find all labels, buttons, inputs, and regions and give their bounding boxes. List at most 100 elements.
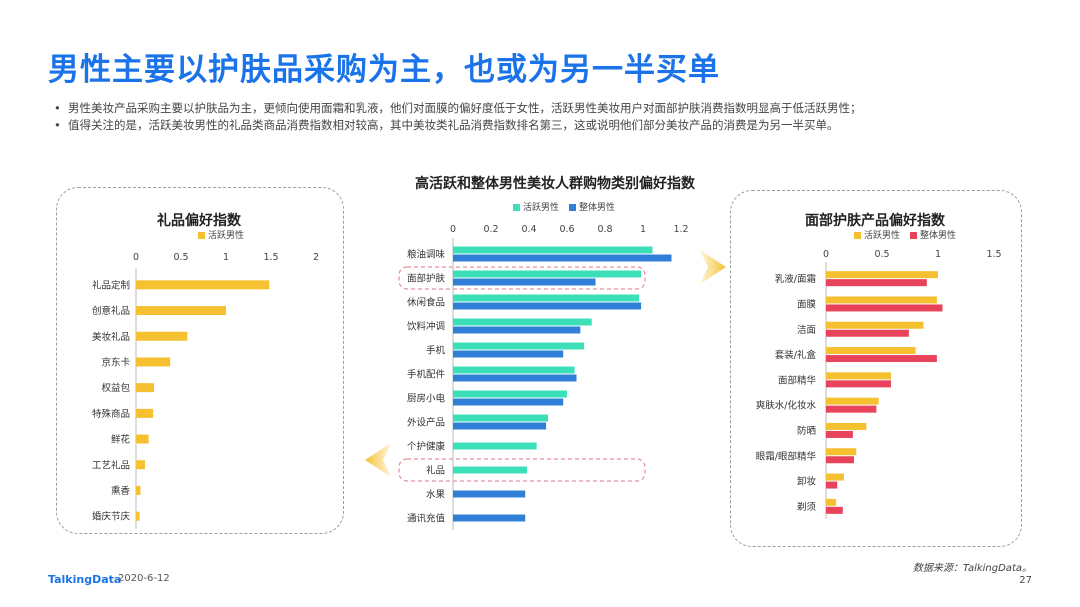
bar-整体男性	[453, 398, 564, 406]
slide-title: 男性主要以护肤品采购为主，也或为另一半买单	[48, 52, 720, 88]
bar-活跃男性	[826, 347, 916, 355]
bar-活跃男性	[826, 372, 891, 380]
bar-整体男性	[453, 514, 526, 522]
category-label: 乳液/面霜	[775, 273, 816, 285]
category-label: 个护健康	[407, 441, 446, 453]
legend-label: 活跃男性	[523, 201, 559, 213]
category-label: 通讯充值	[407, 513, 446, 525]
category-label: 熏香	[111, 485, 131, 497]
skincare-chart-title: 面部护肤产品偏好指数	[805, 213, 945, 229]
category-label: 特殊商品	[92, 408, 130, 420]
bar-活跃男性	[453, 270, 642, 278]
legend-swatch	[513, 204, 520, 211]
bar-活跃男性	[826, 448, 857, 456]
category-label: 礼品	[426, 465, 445, 477]
bar-活跃男性	[453, 366, 575, 374]
highlight-box	[398, 458, 646, 482]
category-label: 爽肤水/化妆水	[756, 400, 817, 412]
category-label: 套装/礼盒	[775, 349, 817, 361]
bar-整体男性	[826, 481, 838, 489]
bar-整体男性	[453, 490, 526, 498]
legend-label: 活跃男性	[208, 229, 244, 241]
category-label: 京东卡	[101, 356, 130, 368]
bar-整体男性	[826, 456, 854, 464]
category-chart: 活跃男性 整体男性 0 0.2 0.4 0.6 0.8 1 1.2 粮油调味面部护肤休闲食品饮料冲…	[398, 201, 689, 530]
bar-活跃男性	[136, 357, 171, 367]
x-tick-label: 0.5	[173, 252, 188, 263]
bar-活跃男性	[826, 271, 938, 279]
category-label: 厨房小电	[407, 393, 446, 405]
category-label: 面膜	[797, 299, 817, 310]
bar-活跃男性	[453, 342, 585, 350]
category-label: 剃须	[797, 501, 817, 513]
bar-活跃男性	[136, 383, 154, 393]
gift-chart: 活跃男性 0 0.5 1 1.5 2 礼品定制创意礼品美妆礼品京东卡权益包特殊商品鲜花工艺礼…	[92, 229, 319, 529]
category-label: 水果	[426, 489, 446, 501]
highlight-box	[398, 266, 646, 290]
x-tick-label: 1.5	[986, 249, 1001, 260]
category-label: 饮料冲调	[407, 321, 445, 333]
x-tick-label: 1	[935, 249, 941, 260]
legend-swatch	[198, 232, 205, 239]
legend-swatch	[910, 232, 917, 239]
x-tick-label: 0.4	[521, 224, 536, 235]
x-tick-label: 1	[640, 224, 646, 235]
bar-活跃男性	[453, 318, 592, 326]
skincare-panel	[730, 190, 1022, 547]
bar-整体男性	[453, 374, 577, 382]
x-tick-label: 0.8	[597, 224, 612, 235]
bullet-1: 男性美妆产品采购主要以护肤品为主，更倾向使用面霜和乳液，他们对面膜的偏好度低于女…	[52, 100, 1052, 117]
bar-活跃男性	[453, 466, 528, 474]
x-tick-label: 0.2	[483, 224, 498, 235]
arrow-right-icon	[700, 250, 726, 284]
category-label: 美妆礼品	[92, 331, 130, 343]
bar-活跃男性	[453, 246, 653, 254]
category-label: 婚庆节庆	[92, 511, 131, 523]
gift-chart-title: 礼品偏好指数	[157, 213, 241, 229]
category-chart-title: 高活跃和整体男性美妆人群购物类别偏好指数	[415, 176, 695, 192]
bar-活跃男性	[136, 408, 154, 418]
bar-整体男性	[826, 430, 853, 438]
x-tick-label: 1.5	[263, 252, 278, 263]
bar-活跃男性	[136, 511, 140, 521]
bar-整体男性	[453, 350, 564, 358]
bar-活跃男性	[826, 473, 844, 481]
bar-活跃男性	[136, 280, 270, 290]
slide-date: 2020-6-12	[118, 573, 170, 584]
bar-整体男性	[826, 506, 843, 514]
x-tick-label: 2	[313, 252, 319, 263]
bullet-2: 值得关注的是，活跃美妆男性的礼品类商品消费指数相对较高，其中美妆类礼品消费指数排…	[52, 117, 1052, 134]
bar-整体男性	[453, 422, 547, 430]
category-label: 洁面	[797, 324, 816, 336]
skincare-chart: 活跃男性 整体男性 0 0.5 1 1.5 乳液/面霜面膜洁面套装/礼盒面部精华爽肤水/化妆…	[756, 229, 1002, 519]
category-label: 粮油调味	[407, 249, 446, 261]
bar-整体男性	[826, 304, 943, 312]
category-label: 鲜花	[111, 434, 131, 446]
arrow-left-icon	[365, 443, 391, 477]
bar-活跃男性	[826, 422, 867, 430]
legend-label: 活跃男性	[864, 229, 900, 241]
category-label: 创意礼品	[92, 305, 130, 317]
category-label: 外设产品	[407, 417, 445, 429]
category-label: 休闲食品	[407, 297, 445, 309]
gift-panel	[56, 187, 344, 534]
bar-整体男性	[453, 278, 596, 286]
category-label: 卸妆	[797, 476, 817, 488]
bar-整体男性	[826, 355, 937, 363]
category-label: 手机	[426, 345, 446, 357]
bar-活跃男性	[136, 460, 145, 470]
bar-活跃男性	[453, 390, 567, 398]
data-source: 数据来源：TalkingData。	[912, 563, 1032, 574]
bar-活跃男性	[453, 442, 537, 450]
bar-活跃男性	[136, 331, 188, 341]
x-tick-label: 0	[133, 252, 139, 263]
category-label: 眼霜/眼部精华	[756, 450, 817, 462]
bar-活跃男性	[453, 294, 640, 302]
bar-活跃男性	[826, 321, 924, 329]
category-label: 面部精华	[778, 374, 817, 386]
bullet-list: 男性美妆产品采购主要以护肤品为主，更倾向使用面霜和乳液，他们对面膜的偏好度低于女…	[52, 100, 1052, 134]
bar-活跃男性	[826, 498, 837, 506]
bar-活跃男性	[826, 296, 937, 304]
page-number: 27	[1019, 575, 1032, 586]
x-tick-label: 0.6	[559, 224, 574, 235]
